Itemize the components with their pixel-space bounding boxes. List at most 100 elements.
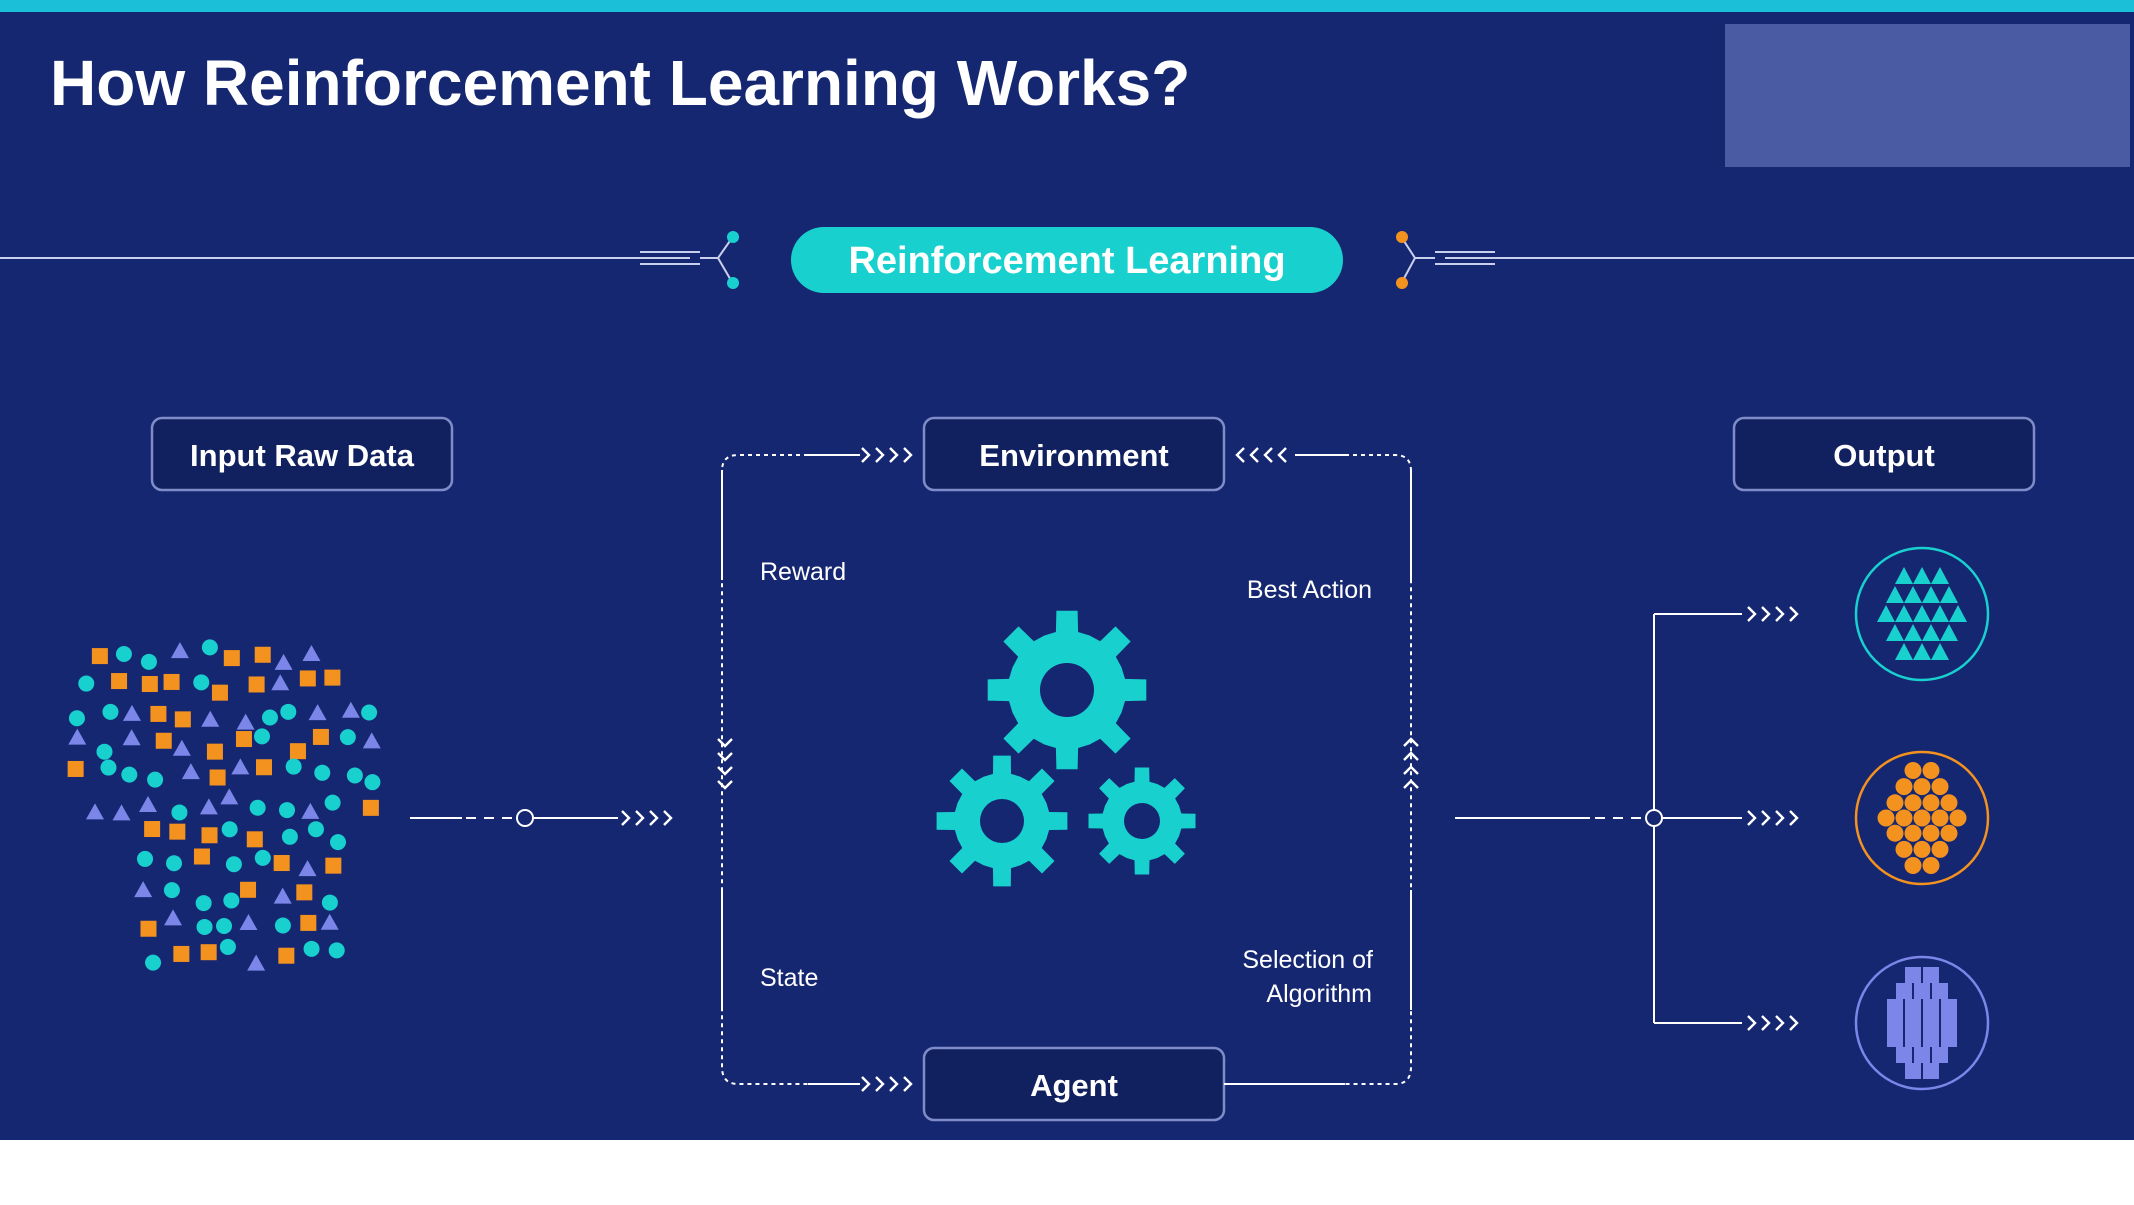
data-point-square <box>155 732 172 749</box>
data-point-square <box>206 743 223 760</box>
state-label: State <box>760 964 818 992</box>
output-item-square <box>1941 1015 1957 1031</box>
data-point-circle <box>102 703 119 720</box>
output-item-circle <box>1895 840 1913 858</box>
data-point-circle <box>201 639 218 656</box>
best-action-label: Best Action <box>1247 576 1372 604</box>
data-point-circle <box>303 940 320 957</box>
data-point-triangle <box>220 788 239 805</box>
output-item-circle <box>1904 857 1922 874</box>
output-item-triangle <box>1940 586 1958 603</box>
output-item-triangle <box>1922 624 1940 641</box>
output-item-circle <box>1877 809 1895 827</box>
output-item-triangle <box>1922 586 1940 603</box>
data-point-circle <box>216 918 233 935</box>
data-point-square <box>174 711 191 728</box>
output-item-circle <box>1886 794 1904 812</box>
connector-dot <box>1396 277 1408 289</box>
data-point-triangle <box>172 739 191 756</box>
output-item-circle <box>1904 824 1922 842</box>
data-point-triangle <box>308 704 327 721</box>
gear-hole <box>1040 663 1094 717</box>
data-point-circle <box>285 758 302 775</box>
output-item-triangle <box>1886 624 1904 641</box>
data-point-square <box>362 799 379 816</box>
data-point-circle <box>330 834 347 851</box>
data-point-circle <box>193 674 210 691</box>
output-item-square <box>1914 1047 1930 1063</box>
data-point-triangle <box>199 798 218 815</box>
data-point-square <box>312 728 329 745</box>
data-point-triangle <box>201 710 220 727</box>
data-point-circle <box>280 703 297 720</box>
connector-dot <box>727 231 739 243</box>
data-point-triangle <box>362 732 381 749</box>
output-item-circle <box>1922 857 1940 874</box>
output-item-circle <box>1940 794 1958 812</box>
data-point-circle <box>324 794 341 811</box>
slide-background <box>0 0 2134 1140</box>
data-point-circle <box>78 675 95 692</box>
data-point-triangle <box>236 713 255 730</box>
data-point-circle <box>346 767 363 784</box>
output-item-square <box>1887 1031 1903 1047</box>
data-point-circle <box>361 704 378 721</box>
data-point-circle <box>96 743 113 760</box>
output-item-triangle <box>1913 567 1931 584</box>
data-point-circle <box>321 894 338 911</box>
output-item-square <box>1923 999 1939 1015</box>
output-item-triangle <box>1904 624 1922 641</box>
branch-node <box>1645 809 1663 827</box>
bottom-margin <box>0 1140 2134 1200</box>
data-point-square <box>248 676 265 693</box>
output-cluster-square <box>1854 955 1990 1091</box>
data-point-square <box>201 827 218 844</box>
gear-hole <box>980 799 1024 843</box>
data-point-circle <box>253 728 270 745</box>
output-ring <box>1854 546 1990 682</box>
data-point-circle <box>364 774 381 791</box>
data-point-triangle <box>274 653 293 670</box>
data-point-triangle <box>271 674 290 691</box>
output-item-square <box>1905 999 1921 1015</box>
data-point-triangle <box>138 795 157 812</box>
data-point-square <box>246 831 263 848</box>
output-item-square <box>1905 967 1921 983</box>
data-point-triangle <box>164 909 183 926</box>
output-item-circle <box>1922 794 1940 812</box>
agent-box: Agent <box>922 1046 1226 1122</box>
output-box: Output <box>1732 416 2036 492</box>
output-item-circle <box>1886 824 1904 842</box>
selection-label-line1: Selection of <box>1242 946 1373 974</box>
output-item-circle <box>1940 824 1958 842</box>
data-point-square <box>163 673 180 690</box>
data-point-triangle <box>231 758 250 775</box>
agent-box-label: Agent <box>1030 1068 1118 1103</box>
output-item-circle <box>1913 840 1931 858</box>
output-item-square <box>1905 1031 1921 1047</box>
output-item-circle <box>1931 778 1949 796</box>
data-point-square <box>169 823 186 840</box>
data-point-circle <box>339 729 356 746</box>
output-item-square <box>1887 1015 1903 1031</box>
data-point-circle <box>137 850 154 867</box>
output-item-triangle <box>1895 567 1913 584</box>
output-item-triangle <box>1895 643 1913 660</box>
data-point-triangle <box>85 803 104 820</box>
data-point-circle <box>115 645 132 662</box>
output-item-square <box>1914 983 1930 999</box>
data-point-triangle <box>298 860 317 877</box>
data-point-circle <box>249 799 266 816</box>
input-box-label: Input Raw Data <box>190 438 415 473</box>
output-cluster-circle <box>1854 750 1990 886</box>
data-point-circle <box>171 804 188 821</box>
data-point-circle <box>223 892 240 909</box>
environment-box-label: Environment <box>979 438 1168 473</box>
data-point-circle <box>261 709 278 726</box>
data-point-square <box>254 646 271 663</box>
input-box: Input Raw Data <box>150 416 454 492</box>
output-item-square <box>1932 1047 1948 1063</box>
output-item-square <box>1896 1047 1912 1063</box>
output-item-circle <box>1913 778 1931 796</box>
